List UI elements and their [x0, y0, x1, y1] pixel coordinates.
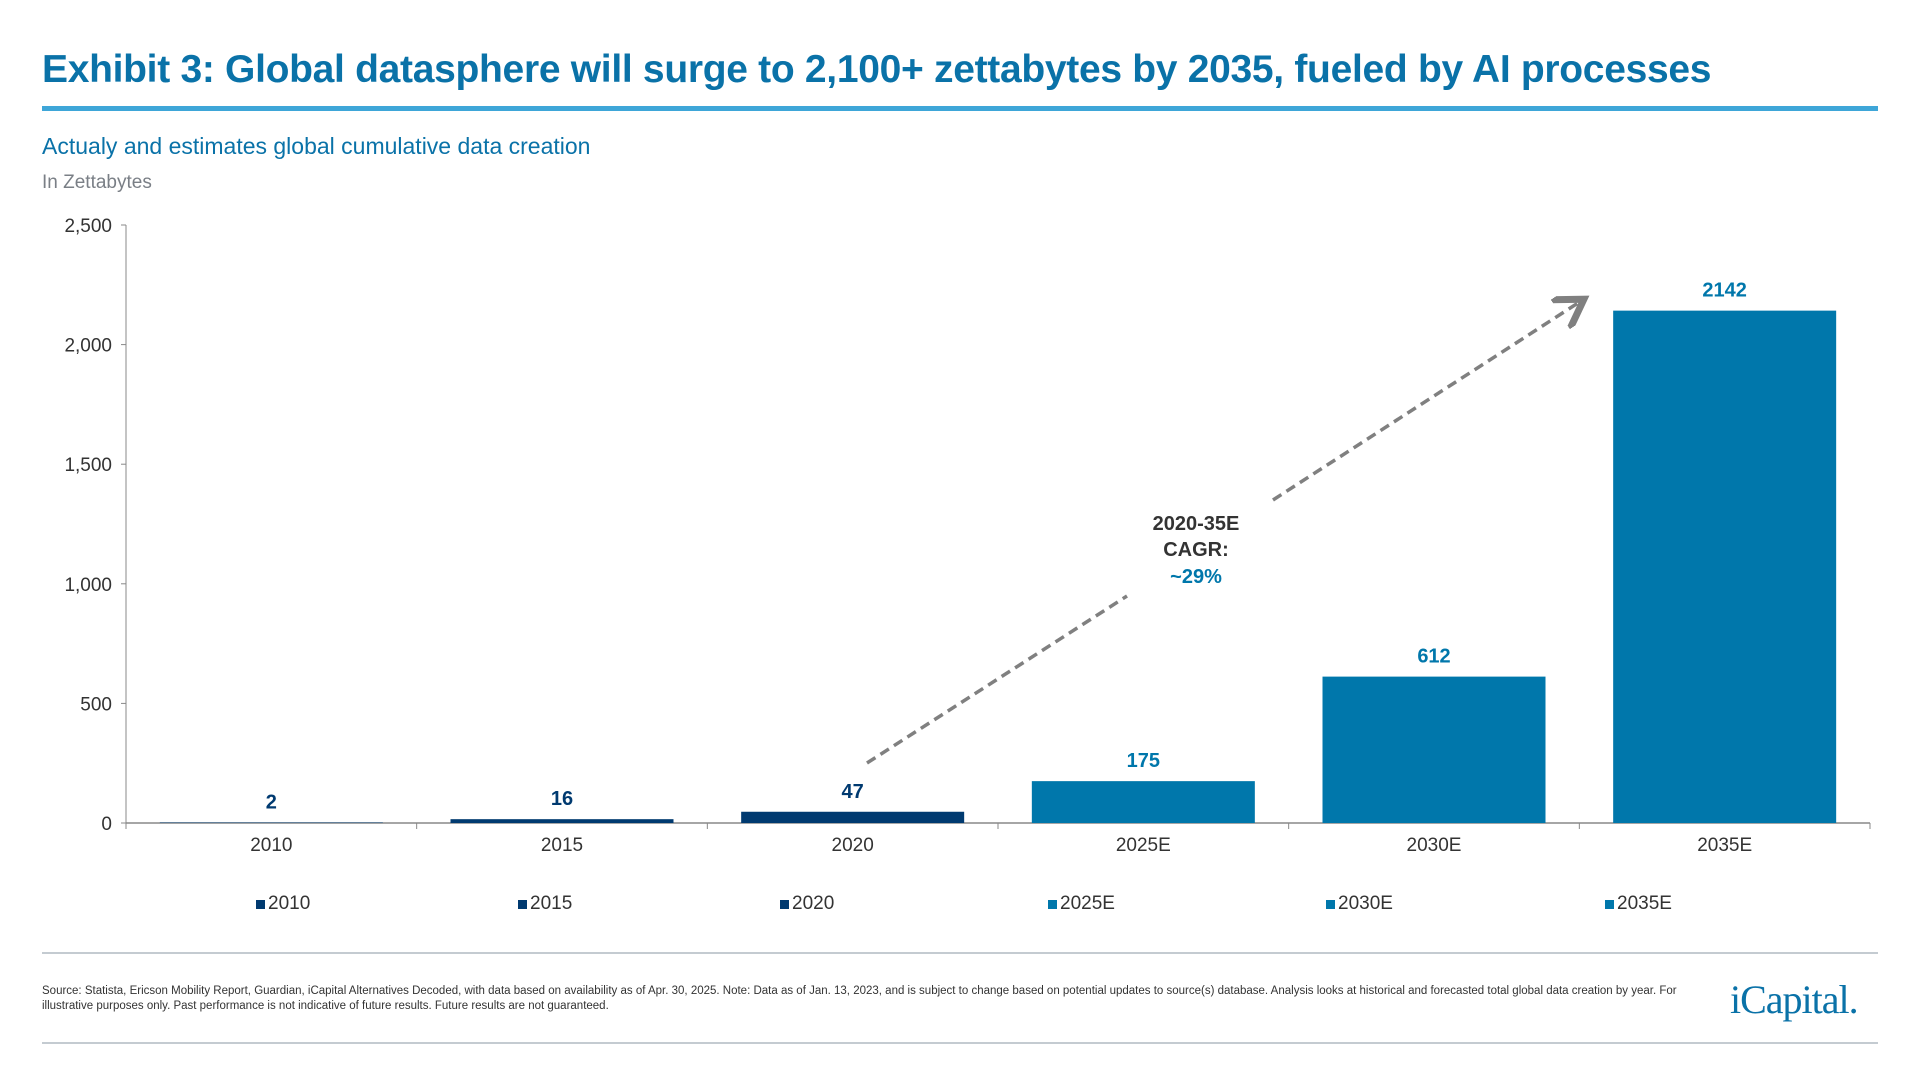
x-tick-label: 2025E — [1116, 835, 1171, 856]
x-tick-label: 2015 — [541, 835, 583, 856]
legend-label: 2035E — [1617, 893, 1672, 914]
legend-item: 2035E — [1605, 893, 1672, 915]
legend-label: 2030E — [1338, 893, 1393, 914]
data-label: 612 — [1417, 646, 1450, 668]
cagr-arrow-segment — [866, 594, 1128, 765]
x-tick-label: 2035E — [1697, 835, 1752, 856]
unit-label: In Zettabytes — [42, 172, 152, 193]
legend-item: 2025E — [1048, 893, 1115, 915]
bottom-divider — [42, 1042, 1878, 1044]
legend-swatch — [518, 899, 527, 909]
legend-label: 2020 — [792, 893, 835, 914]
x-tick-label: 2030E — [1407, 835, 1462, 856]
legend-item: 2020 — [780, 893, 834, 915]
chart-subtitle: Actualy and estimates global cumulative … — [42, 133, 591, 159]
y-tick-label: 2,000 — [64, 336, 112, 357]
data-label: 2 — [266, 792, 277, 814]
data-label: 175 — [1127, 750, 1160, 772]
bar-2010 — [159, 822, 383, 824]
source-note: Source: Statista, Ericson Mobility Repor… — [42, 985, 1677, 1012]
cagr-arrow-head-segment — [1272, 303, 1578, 502]
data-label: 47 — [842, 781, 864, 803]
bar-2015 — [450, 819, 674, 823]
x-tick-label: 2010 — [250, 835, 292, 856]
cagr-value: ~29% — [1170, 566, 1222, 588]
icapital-logo: iCapital. — [1730, 977, 1859, 1022]
legend-swatch — [1605, 899, 1614, 909]
cagr-label-title: CAGR: — [1163, 539, 1229, 561]
legend-label: 2025E — [1060, 893, 1115, 914]
legend-swatch — [780, 899, 789, 909]
legend-swatch — [256, 899, 265, 909]
y-tick-label: 500 — [80, 694, 112, 715]
legend-label: 2010 — [268, 893, 311, 914]
legend-item: 2015 — [518, 893, 572, 915]
y-tick-label: 1,500 — [64, 455, 112, 476]
cagr-label-period: 2020-35E — [1153, 513, 1240, 535]
legend-item: 2030E — [1326, 893, 1393, 915]
page-title: Exhibit 3: Global datasphere will surge … — [42, 48, 1712, 91]
x-tick-label: 2020 — [832, 835, 874, 856]
footer-divider — [42, 952, 1878, 954]
legend-item: 2010 — [256, 893, 310, 915]
data-label: 2142 — [1702, 280, 1747, 302]
legend-swatch — [1048, 899, 1057, 909]
y-tick-label: 0 — [101, 814, 112, 835]
y-tick-label: 2,500 — [64, 216, 112, 237]
bar-2020 — [741, 811, 965, 823]
legend-label: 2015 — [530, 893, 573, 914]
y-tick-label: 1,000 — [64, 575, 112, 596]
title-divider — [42, 106, 1878, 111]
bar-2030E — [1322, 676, 1546, 823]
legend-swatch — [1326, 899, 1335, 909]
bar-2035E — [1613, 310, 1837, 823]
data-label: 16 — [551, 788, 573, 810]
bar-2025E — [1031, 781, 1255, 823]
